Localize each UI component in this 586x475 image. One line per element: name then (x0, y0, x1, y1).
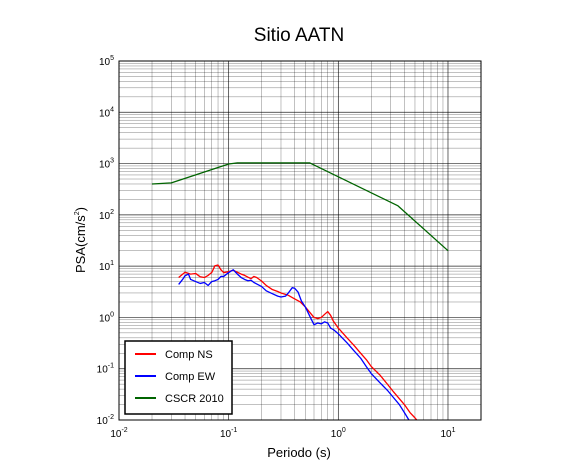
y-axis-label: PSA(cm/s2) (73, 207, 88, 273)
y-tick-label: 105 (99, 55, 114, 68)
x-tick-label: 100 (331, 427, 346, 440)
y-tick-label: 104 (99, 106, 114, 119)
x-tick-label: 101 (440, 427, 455, 440)
legend-label-comp-ns: Comp NS (165, 349, 213, 361)
y-tick-label: 101 (99, 260, 114, 273)
grid (118, 60, 482, 421)
x-tick-label: 10-2 (110, 427, 127, 440)
plot-frame (118, 60, 482, 421)
y-tick-labels: 10-2 10-1 100 101 102 103 104 105 (97, 55, 114, 427)
y-tick-label: 10-2 (97, 414, 114, 427)
series-layer (151, 162, 449, 420)
x-axis-label: Periodo (s) (267, 445, 331, 460)
series-line-comp-ns (178, 264, 418, 420)
x-tick-labels: 10-2 10-1 100 101 (110, 427, 455, 440)
series-line-comp-ew (178, 269, 410, 420)
y-tick-label: 102 (99, 209, 114, 222)
legend-label-cscr-2010: CSCR 2010 (165, 393, 224, 405)
y-tick-label: 103 (99, 158, 114, 171)
y-tick-label: 10-1 (97, 363, 114, 376)
legend-label-comp-ew: Comp EW (165, 371, 216, 383)
chart-title: Sitio AATN (254, 25, 344, 46)
x-tick-label: 10-1 (220, 427, 237, 440)
series-line-cscr-2010 (151, 162, 449, 252)
legend: Comp NS Comp EW CSCR 2010 (124, 340, 233, 415)
y-tick-label: 100 (99, 311, 114, 324)
